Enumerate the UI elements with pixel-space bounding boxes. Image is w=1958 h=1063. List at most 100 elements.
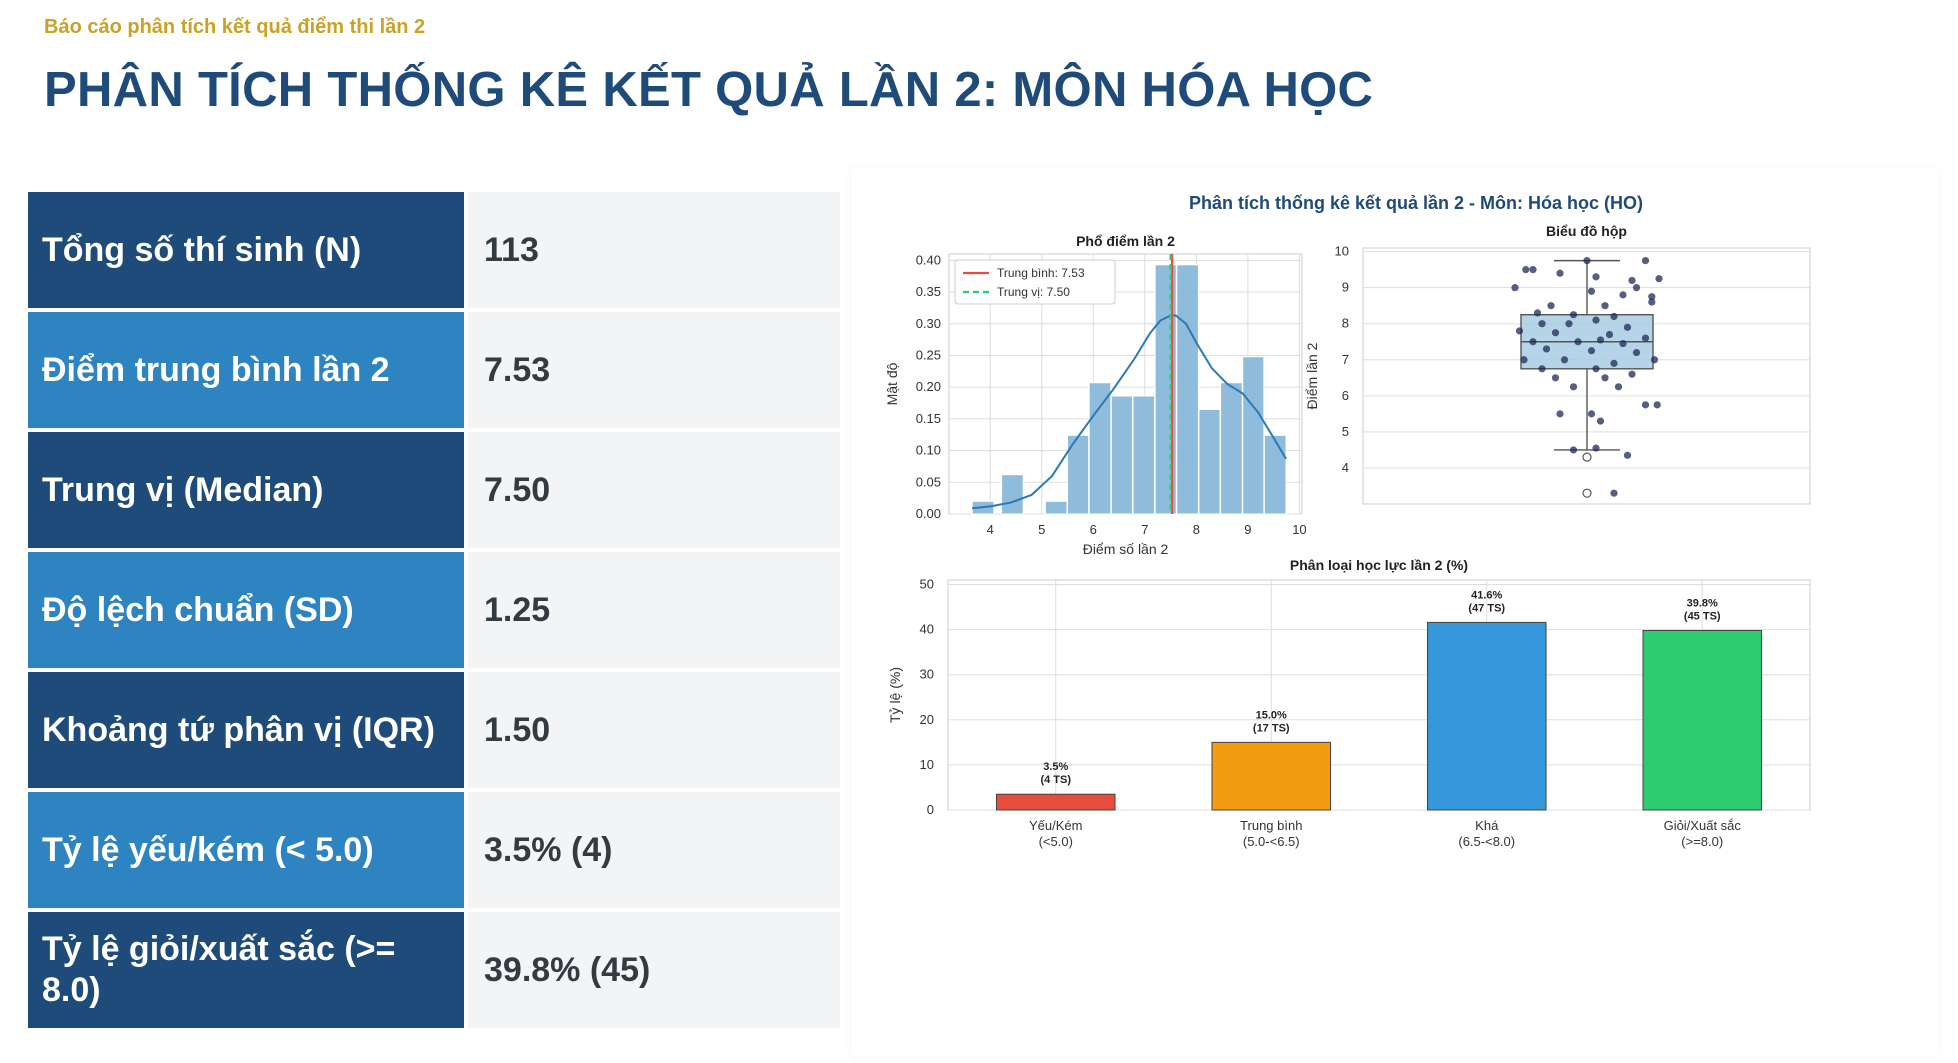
box-outlier (1582, 488, 1592, 498)
stat-label: Tỷ lệ yếu/kém (< 5.0) (28, 792, 464, 908)
box-ytick-label: 7 (1342, 352, 1349, 367)
stat-value: 113 (468, 192, 840, 308)
stat-label: Độ lệch chuẩn (SD) (28, 552, 464, 668)
stat-label: Khoảng tứ phân vị (IQR) (28, 672, 464, 788)
stat-label: Tỷ lệ giỏi/xuất sắc (>= 8.0) (28, 912, 464, 1028)
bar-count-label: (45 TS) (1684, 611, 1721, 623)
bar-ytick-label: 20 (920, 712, 934, 727)
box-data-point (1650, 356, 1659, 364)
stat-row-excellent: Tỷ lệ giỏi/xuất sắc (>= 8.0) 39.8% (45) (28, 912, 840, 1028)
hist-ytick-label: 0.40 (916, 252, 941, 267)
hist-ytick-label: 0.15 (916, 411, 941, 426)
box-data-point (1565, 320, 1573, 328)
box-ylabel: Điểm lần 2 (1304, 342, 1320, 409)
bar-4 (1642, 630, 1763, 811)
legend-median-label: Trung vị: 7.50 (997, 285, 1070, 299)
stat-row-median: Trung vị (Median) 7.50 (28, 432, 840, 548)
box-data-point (1648, 293, 1656, 301)
box-data-point (1614, 383, 1623, 391)
hist-xtick-label: 5 (1038, 522, 1045, 537)
box-data-point (1551, 374, 1560, 382)
box-data-point (1515, 327, 1524, 335)
box-data-point (1529, 266, 1537, 274)
box-ytick-label: 5 (1342, 424, 1349, 439)
box-data-point (1610, 312, 1618, 321)
box-data-point (1592, 444, 1600, 452)
box-data-point (1551, 329, 1560, 337)
hist-title: Phổ điểm lần 2 (1076, 233, 1175, 249)
stat-value: 7.50 (468, 432, 840, 548)
bar-count-label: (4 TS) (1040, 774, 1071, 786)
bar-value-label: 39.8% (1687, 598, 1718, 610)
box-data-point (1533, 309, 1542, 317)
box-data-point (1556, 269, 1564, 277)
box-data-point (1628, 370, 1636, 378)
hist-xtick-label: 4 (987, 522, 994, 537)
bar-category-range: (6.5-<8.0) (1458, 834, 1515, 849)
box-data-point (1547, 302, 1555, 310)
box-title: Biểu đồ hộp (1546, 223, 1627, 239)
hist-ytick-label: 0.20 (916, 379, 941, 394)
stat-value: 7.53 (468, 312, 840, 428)
box-data-point (1569, 446, 1578, 454)
box-data-point (1641, 401, 1650, 409)
box-data-point (1610, 489, 1618, 497)
stat-row-mean: Điểm trung bình lần 2 7.53 (28, 312, 840, 428)
bar-category-label: Trung bình (1240, 818, 1302, 833)
box-data-point (1529, 338, 1537, 346)
box-data-point (1569, 311, 1578, 319)
box-ytick-label: 9 (1342, 280, 1349, 295)
report-kicker: Báo cáo phân tích kết quả điểm thi lần 2 (44, 16, 426, 38)
hist-xtick-label: 8 (1193, 522, 1200, 537)
box-data-point (1641, 257, 1650, 265)
bar-category-label: Yếu/Kém (1029, 818, 1082, 833)
hist-legend: Trung bình: 7.53 Trung vị: 7.50 (954, 259, 1116, 305)
hist-bar (1263, 434, 1287, 515)
box-data-point (1560, 356, 1569, 364)
box-ytick-label: 4 (1342, 460, 1349, 475)
hist-ytick-label: 0.00 (916, 506, 941, 521)
hist-ytick-label: 0.35 (916, 284, 941, 299)
bar-3 (1426, 621, 1547, 811)
bar-title: Phân loại học lực lần 2 (%) (1290, 557, 1468, 573)
figure-suptitle: Phân tích thống kê kết quả lần 2 - Môn: … (1189, 193, 1643, 213)
hist-ytick-label: 0.30 (916, 316, 941, 331)
hist-bar (1044, 500, 1068, 515)
box-ytick-label: 10 (1335, 244, 1349, 259)
stat-value: 39.8% (45) (468, 912, 840, 1028)
stats-table: Tổng số thí sinh (N) 113 Điểm trung bình… (28, 192, 840, 1032)
bar-category-range: (<5.0) (1039, 834, 1073, 849)
stat-value: 1.50 (468, 672, 840, 788)
box-data-point (1574, 338, 1582, 346)
bar-count-label: (47 TS) (1468, 602, 1505, 614)
bar-value-label: 41.6% (1471, 589, 1502, 601)
stat-row-total: Tổng số thí sinh (N) 113 (28, 192, 840, 308)
bar-value-label: 3.5% (1043, 761, 1068, 773)
stat-label: Trung vị (Median) (28, 432, 464, 548)
stat-row-iqr: Khoảng tứ phân vị (IQR) 1.50 (28, 672, 840, 788)
box-data-point (1648, 298, 1656, 306)
box-data-point (1596, 417, 1605, 425)
box-ytick-label: 6 (1342, 388, 1349, 403)
bar-category-label: Khá (1475, 818, 1499, 833)
stat-row-sd: Độ lệch chuẩn (SD) 1.25 (28, 552, 840, 668)
box-data-point (1596, 336, 1605, 344)
box-data-point (1592, 273, 1600, 281)
bar-ytick-label: 30 (920, 667, 934, 682)
bar-category-label: Giỏi/Xuất sắc (1664, 818, 1742, 833)
hist-xtick-label: 9 (1244, 522, 1251, 537)
hist-xtick-label: 7 (1141, 522, 1148, 537)
bar-ytick-label: 50 (920, 577, 934, 592)
hist-ytick-label: 0.10 (916, 443, 941, 458)
box-data-point (1655, 275, 1663, 283)
bar-count-label: (17 TS) (1253, 722, 1290, 734)
box-data-point (1632, 348, 1641, 357)
hist-bar (1176, 264, 1199, 515)
analysis-figure: Phân tích thống kê kết quả lần 2 - Môn: … (852, 168, 1938, 1056)
box-data-point (1623, 323, 1632, 331)
hist-bar (1242, 356, 1265, 515)
box-data-point (1569, 383, 1578, 391)
hist-bar (1198, 408, 1221, 515)
box-data-point (1628, 276, 1636, 285)
